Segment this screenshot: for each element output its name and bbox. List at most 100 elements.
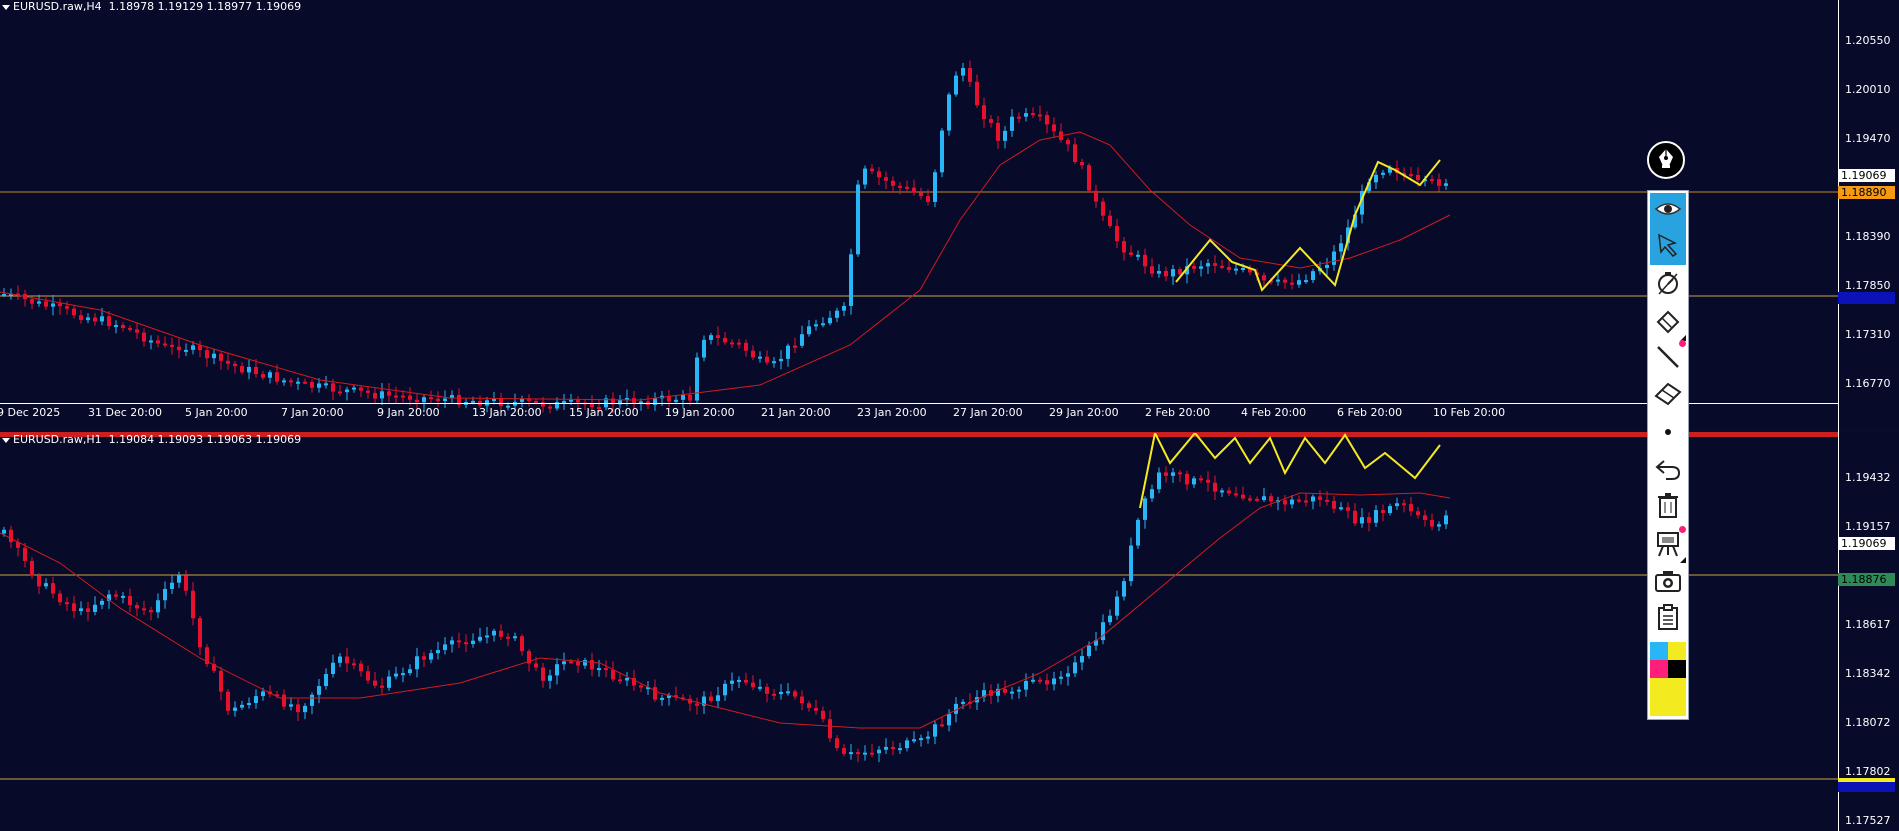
h4-candle — [485, 400, 489, 406]
level-marker-blue — [1838, 782, 1895, 792]
h1-candle — [1206, 479, 1210, 483]
h4-chart-pane[interactable]: EURUSD.raw,H4 1.18978 1.19129 1.18977 1.… — [0, 0, 1899, 428]
h1-candle — [387, 676, 391, 688]
collapse-triangle-icon[interactable] — [2, 437, 10, 443]
h4-candle — [1339, 243, 1343, 252]
h4-candlestick-chart[interactable] — [0, 0, 1899, 428]
h1-candle — [1185, 473, 1189, 485]
time-label: 27 Jan 20:00 — [953, 406, 1023, 419]
h4-candle — [926, 196, 930, 202]
time-label: 5 Jan 20:00 — [185, 406, 248, 419]
cursor-button[interactable] — [1650, 229, 1686, 265]
h1-candle — [646, 687, 650, 690]
cursor-icon — [1655, 232, 1681, 262]
dot-icon — [1663, 422, 1673, 441]
current-price-tag: 1.19069 — [1838, 537, 1895, 550]
h1-candle — [1087, 645, 1091, 657]
trash-button[interactable] — [1650, 489, 1686, 525]
color-swatch-yellow[interactable] — [1668, 642, 1686, 660]
h4-candle — [968, 67, 972, 82]
h1-candle — [177, 575, 181, 583]
h1-candle — [996, 688, 1000, 696]
easel-button[interactable] — [1650, 526, 1686, 563]
h1-candle — [940, 724, 944, 727]
undo-button[interactable] — [1650, 453, 1686, 489]
h1-candle — [877, 749, 881, 754]
h4-candle — [870, 168, 874, 172]
h1-candle — [345, 656, 349, 664]
color-swatch-pink[interactable] — [1650, 660, 1668, 678]
h1-candle — [632, 677, 636, 686]
h1-candle — [1101, 622, 1105, 641]
eye-button[interactable] — [1650, 193, 1686, 229]
clipboard-icon — [1656, 603, 1680, 635]
color-swatch-blue[interactable] — [1650, 642, 1668, 660]
h1-candle — [1164, 472, 1168, 476]
stopwatch-button[interactable] — [1650, 267, 1686, 303]
h1-candle — [1094, 640, 1098, 646]
h4-zigzag-drawing — [1175, 159, 1441, 292]
screenshot-button[interactable] — [1650, 565, 1686, 601]
clipboard-button[interactable] — [1650, 601, 1686, 637]
h1-candle — [86, 608, 90, 612]
h4-candle — [1003, 130, 1007, 141]
h1-candle — [1367, 517, 1371, 523]
h1-candle — [1045, 680, 1049, 685]
h4-candle — [1073, 144, 1077, 163]
h1-candlestick-chart[interactable] — [0, 433, 1899, 831]
h4-candle — [282, 380, 286, 383]
h1-candle — [492, 630, 496, 636]
h4-candle — [737, 342, 741, 345]
eraser-button[interactable] — [1650, 305, 1686, 341]
h4-candle — [1346, 227, 1350, 244]
h4-candle — [65, 306, 69, 309]
h1-candle — [240, 704, 244, 708]
h1-candle — [1311, 496, 1315, 502]
time-label: 19 Jan 20:00 — [665, 406, 735, 419]
h1-candle — [156, 600, 160, 613]
h4-candle — [1010, 116, 1014, 131]
h1-candle — [1283, 500, 1287, 505]
h1-candle — [464, 642, 468, 645]
line-button[interactable] — [1650, 340, 1686, 377]
pane-splitter[interactable] — [0, 428, 1899, 433]
h1-candle — [149, 610, 153, 613]
h1-candle — [1437, 524, 1441, 527]
h4-candle — [1150, 266, 1154, 274]
h4-candle — [1444, 183, 1448, 186]
h1-candle — [814, 707, 818, 711]
h1-candle — [1227, 490, 1231, 494]
h4-candle — [16, 293, 20, 296]
h4-candle — [1297, 280, 1301, 285]
h1-candle — [1220, 490, 1224, 493]
dot-button[interactable] — [1650, 413, 1686, 449]
h4-candle — [429, 397, 433, 400]
h4-candle — [681, 394, 685, 400]
color-swatch-black[interactable] — [1668, 660, 1686, 678]
h1-candle — [72, 603, 76, 612]
h4-candle — [471, 400, 475, 403]
h1-candle — [401, 673, 405, 676]
h1-candle — [534, 663, 538, 668]
h4-candle — [891, 180, 895, 186]
h1-candle — [275, 694, 279, 697]
h4-candle — [849, 254, 853, 306]
collapse-triangle-icon[interactable] — [2, 4, 10, 10]
h4-candle — [919, 192, 923, 197]
highlighter-button[interactable] — [1650, 377, 1686, 413]
h4-candle — [632, 397, 636, 404]
undo-icon — [1654, 457, 1682, 485]
pen-toggle-button[interactable] — [1647, 141, 1685, 179]
h4-candle — [702, 339, 706, 358]
selected-color-swatch[interactable] — [1650, 678, 1686, 716]
active-indicator-dot — [1679, 526, 1686, 533]
h4-candle — [1094, 190, 1098, 202]
h4-candle — [751, 350, 755, 358]
h4-candle — [527, 398, 531, 401]
h1-candle — [394, 673, 398, 677]
h4-candle — [324, 383, 328, 386]
h1-chart-pane[interactable]: EURUSD.raw,H1 1.19084 1.19093 1.19063 1.… — [0, 433, 1899, 831]
h4-candle — [555, 402, 559, 409]
h4-candle — [548, 406, 552, 409]
h4-candle — [1108, 215, 1112, 226]
